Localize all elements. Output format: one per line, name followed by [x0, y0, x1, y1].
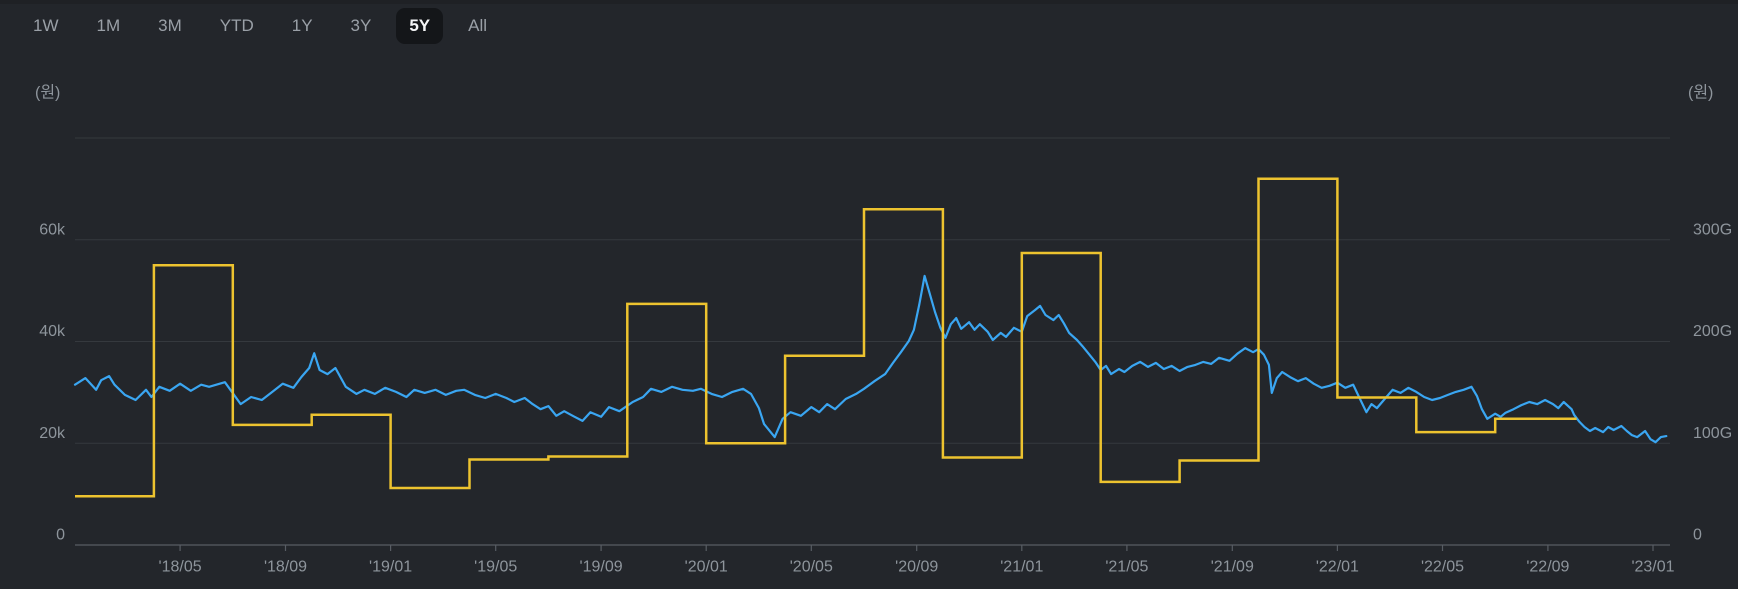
range-tab-3y[interactable]: 3Y: [338, 8, 385, 44]
range-tab-all[interactable]: All: [455, 8, 500, 44]
x-axis-tick-label: '18/09: [264, 559, 307, 576]
left-axis-label: 60k: [39, 221, 66, 238]
right-axis-label: 200G: [1693, 323, 1732, 340]
left-axis-label: 20k: [39, 425, 66, 442]
right-axis-label: 0: [1693, 527, 1702, 544]
x-axis-tick-label: '22/09: [1526, 559, 1569, 576]
x-axis-tick-label: '18/05: [159, 559, 202, 576]
x-axis-tick-label: '19/01: [369, 559, 412, 576]
quarterly-step-series: [75, 177, 1577, 498]
range-tab-5y[interactable]: 5Y: [396, 8, 444, 44]
x-axis-tick-label: '20/01: [685, 559, 728, 576]
range-tab-ytd[interactable]: YTD: [207, 8, 267, 44]
x-axis-tick-label: '21/05: [1105, 559, 1148, 576]
time-range-tabs: 1W 1M 3M YTD 1Y 3Y 5Y All: [20, 8, 500, 44]
right-axis-label: 100G: [1693, 425, 1732, 442]
top-divider: [0, 0, 1738, 4]
range-tab-1y[interactable]: 1Y: [279, 8, 326, 44]
x-axis-tick-label: '22/05: [1421, 559, 1464, 576]
left-axis-label: 0: [56, 527, 65, 544]
x-axis-tick-label: '20/05: [790, 559, 833, 576]
x-axis-tick-label: '19/09: [580, 559, 623, 576]
left-axis-label: 40k: [39, 323, 66, 340]
right-axis-unit-label: (원): [1688, 84, 1713, 102]
range-tab-3m[interactable]: 3M: [145, 8, 195, 44]
x-axis-tick-label: '23/01: [1631, 559, 1674, 576]
x-axis-tick-label: '21/01: [1000, 559, 1043, 576]
x-axis-tick-label: '19/05: [474, 559, 517, 576]
price-line-series: [73, 274, 1668, 444]
range-tab-1m[interactable]: 1M: [84, 8, 134, 44]
x-axis-tick-label: '20/09: [895, 559, 938, 576]
x-axis-tick-label: '22/01: [1316, 559, 1359, 576]
range-tab-1w[interactable]: 1W: [20, 8, 72, 44]
x-axis-tick-label: '21/09: [1211, 559, 1254, 576]
left-axis-unit-label: (원): [35, 84, 60, 102]
right-axis-label: 300G: [1693, 221, 1732, 238]
